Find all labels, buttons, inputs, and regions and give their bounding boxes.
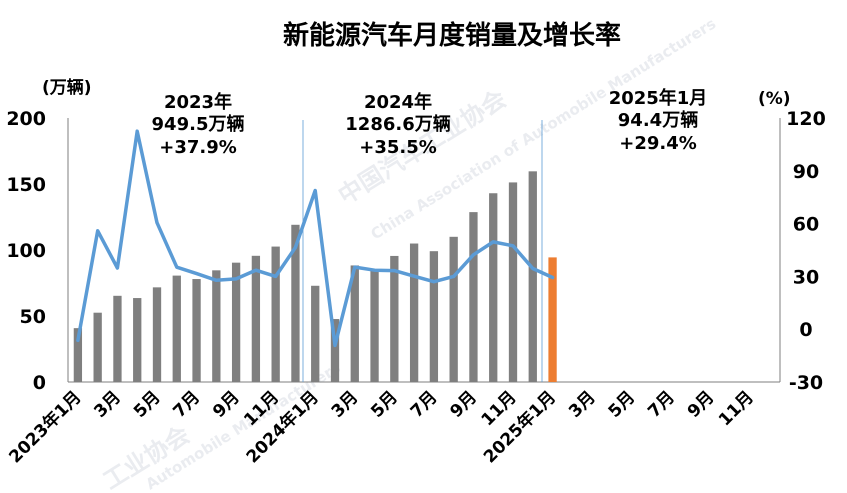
chart-title: 新能源汽车月度销量及增长率 (283, 20, 621, 51)
x-tick-label: 11月 (715, 387, 758, 430)
sales-bars (73, 171, 557, 382)
left-axis-unit: (万辆) (42, 77, 92, 98)
annotation-2023-growth: +37.9% (159, 137, 237, 158)
sales-bar (192, 279, 201, 382)
left-tick-label: 150 (6, 174, 46, 196)
annotation-2024-year: 2024年 (364, 91, 432, 113)
sales-bar (93, 312, 102, 382)
right-tick-label: 30 (793, 266, 819, 288)
sales-bar (528, 171, 537, 382)
left-tick-label: 0 (33, 372, 46, 394)
x-tick-label: 5月 (605, 387, 640, 422)
annotation-2025-growth: +29.4% (619, 133, 697, 154)
annotation-2024-total: 1286.6万辆 (345, 113, 450, 135)
annotation-2023-year: 2023年 (164, 91, 232, 113)
right-axis-ticks: -30 0 30 60 90 120 (786, 108, 826, 394)
x-tick-label: 9月 (209, 387, 244, 422)
watermark: 中国汽车工业协会 China Association of Automobile… (98, 14, 719, 493)
x-tick-label: 7月 (170, 387, 205, 422)
x-tick-label: 9月 (446, 387, 481, 422)
right-tick-label: 120 (786, 108, 826, 130)
sales-bar (508, 182, 518, 382)
sales-bar (330, 319, 340, 382)
sales-bar (489, 193, 498, 382)
x-tick-label: 5月 (367, 387, 402, 422)
x-tick-label: 5月 (130, 387, 165, 422)
sales-bar (113, 295, 122, 382)
x-tick-label: 3月 (328, 387, 363, 422)
annotation-2024: 2024年 1286.6万辆 +35.5% (345, 91, 450, 158)
sales-bar (251, 255, 261, 382)
sales-bar (133, 298, 142, 382)
sales-bar (449, 236, 458, 382)
sales-bar (271, 246, 280, 382)
left-tick-label: 100 (6, 240, 46, 262)
sales-bar (172, 275, 181, 382)
right-tick-label: 90 (793, 161, 819, 183)
sales-bar (231, 262, 241, 382)
x-tick-label: 3月 (90, 387, 125, 422)
sales-bar-highlight (548, 257, 557, 382)
sales-bar (212, 270, 221, 382)
left-axis-ticks: 0 50 100 150 200 (6, 108, 46, 394)
annotation-2023-total: 949.5万辆 (152, 113, 245, 135)
left-tick-label: 200 (6, 108, 46, 130)
right-tick-label: -30 (789, 372, 823, 394)
sales-bar (73, 328, 83, 382)
right-tick-label: 60 (793, 214, 819, 236)
annotation-2025-total: 94.4万辆 (618, 109, 698, 131)
sales-bar (390, 255, 399, 382)
x-tick-label: 9月 (684, 387, 719, 422)
annotation-2024-growth: +35.5% (359, 137, 437, 158)
left-tick-label: 50 (20, 306, 46, 328)
sales-bar (291, 224, 300, 382)
sales-bar (469, 212, 478, 382)
growth-rate-line (76, 129, 555, 348)
right-tick-label: 0 (799, 319, 812, 341)
x-tick-label: 7月 (407, 387, 442, 422)
right-axis-unit: (%) (758, 89, 791, 109)
x-tick-label: 7月 (644, 387, 679, 422)
sales-bar (429, 251, 439, 382)
sales-bar (409, 243, 419, 382)
sales-bar (350, 265, 359, 382)
annotation-2023: 2023年 949.5万辆 +37.9% (152, 91, 245, 158)
x-tick-label: 2023年1月 (5, 387, 86, 468)
annotation-2025: 2025年1月 94.4万辆 +29.4% (609, 87, 708, 154)
growth-line-layer (76, 129, 555, 348)
sales-bar (311, 285, 320, 382)
sales-bar (152, 287, 162, 382)
annotation-2025-year: 2025年1月 (609, 87, 708, 109)
x-tick-label: 3月 (565, 387, 600, 422)
sales-bar (370, 269, 379, 382)
